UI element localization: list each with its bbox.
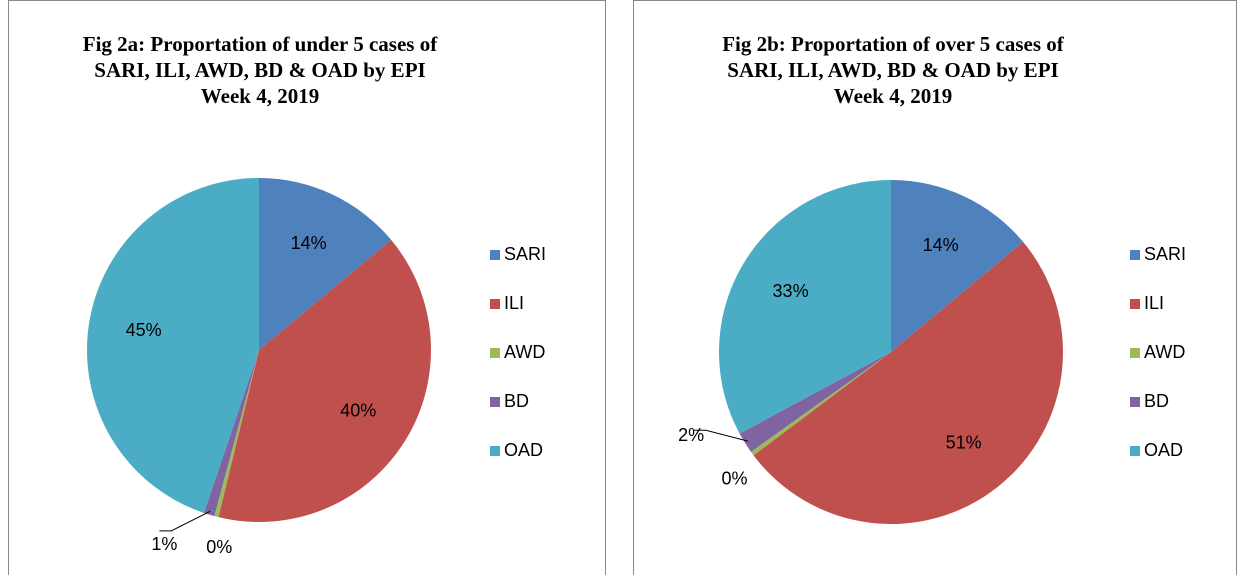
data-label: 14% [291,233,327,253]
pie-slice [739,352,891,452]
legend-label: OAD [504,440,543,460]
chart-title: SARI, ILI, AWD, BD & OAD by EPI [94,58,425,82]
data-label: 1% [151,534,177,554]
data-label: 51% [946,432,982,452]
legend-label: ILI [504,293,524,313]
pie-slice [259,178,392,350]
chart-title: Fig 2b: Proportation of over 5 cases of [722,32,1065,56]
legend-swatch [1130,348,1140,358]
data-label: 0% [721,468,747,488]
data-label: 33% [773,281,809,301]
legend-label: SARI [1144,244,1186,264]
data-label: 45% [126,320,162,340]
data-label: 40% [340,401,376,421]
data-label: 14% [923,235,959,255]
legend-swatch [1130,397,1140,407]
pie-slice [204,350,259,517]
leader-line [159,510,211,532]
pie-slice [214,350,259,518]
data-label: 0% [206,537,232,557]
legend-label: SARI [504,244,546,264]
pie-slice [891,180,1024,352]
legend-swatch [490,446,500,456]
legend-label: AWD [504,342,545,362]
chart-title: Fig 2a: Proportation of under 5 cases of [83,32,438,56]
legend-label: OAD [1144,440,1183,460]
legend-label: BD [1144,391,1169,411]
legend-swatch [490,299,500,309]
legend-swatch [1130,299,1140,309]
legend-swatch [490,397,500,407]
legend-swatch [1130,446,1140,456]
chart-title: Week 4, 2019 [201,84,319,108]
chart-title: Week 4, 2019 [834,84,952,108]
pie-slice [753,241,1064,525]
chart-title: SARI, ILI, AWD, BD & OAD by EPI [727,58,1058,82]
pie-slice [718,180,891,434]
legend-swatch [1130,250,1140,260]
legend-label: ILI [1144,293,1164,313]
pie-slice [750,352,891,456]
leader-line [693,429,749,442]
pie-slice [86,178,260,513]
legend-swatch [490,348,500,358]
pie-slice [218,239,432,522]
legend-label: BD [504,391,529,411]
legend-swatch [490,250,500,260]
legend-label: AWD [1144,342,1185,362]
data-label: 2% [678,425,704,445]
